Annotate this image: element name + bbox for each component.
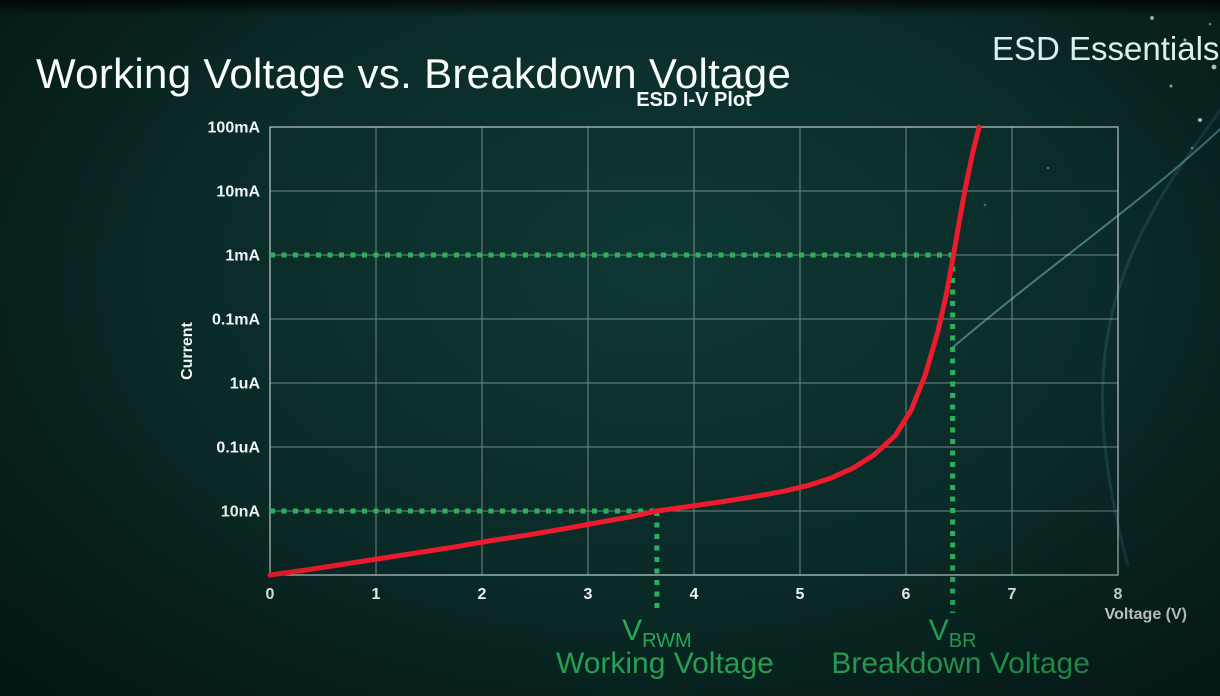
y-tick-labels: 100mA 10mA 1mA 0.1mA 1uA 0.1uA 10nA — [208, 120, 261, 521]
svg-text:6: 6 — [902, 586, 911, 603]
svg-text:0.1mA: 0.1mA — [212, 312, 260, 329]
svg-text:3: 3 — [584, 586, 593, 603]
annotation-caption-vbr: Breakdown Voltage — [831, 647, 1090, 680]
svg-text:1: 1 — [372, 586, 381, 603]
svg-text:100mA: 100mA — [208, 120, 261, 137]
annotation-caption-vrwm: Working Voltage — [556, 647, 774, 680]
iv-plot-svg: 100mA 10mA 1mA 0.1mA 1uA 0.1uA 10nA 0 1 2 3 4 5 6 7 8 VR… — [208, 120, 1123, 681]
svg-text:0: 0 — [266, 586, 275, 603]
svg-text:2: 2 — [478, 586, 487, 603]
chart-title: ESD I-V Plot — [636, 89, 752, 111]
svg-text:10mA: 10mA — [216, 184, 260, 201]
annotation-lines-vbr — [270, 252, 956, 613]
plot-border — [269, 126, 1119, 576]
svg-text:7: 7 — [1008, 586, 1017, 603]
x-tick-labels: 0 1 2 3 4 5 6 7 8 — [266, 586, 1123, 603]
annotation-label-vbr: VBR — [929, 614, 977, 652]
svg-text:1uA: 1uA — [230, 376, 261, 393]
esd-iv-chart: ESD I-V Plot Current Voltage (V) 100mA 10… — [179, 85, 1200, 696]
iv-curve — [267, 124, 982, 578]
svg-text:0.1uA: 0.1uA — [216, 440, 260, 457]
page-title: Working Voltage vs. Breakdown Voltage — [36, 50, 792, 98]
svg-text:1mA: 1mA — [225, 248, 260, 265]
light-streak — [1100, 108, 1220, 567]
svg-text:4: 4 — [690, 586, 699, 603]
svg-text:5: 5 — [796, 586, 805, 603]
particle-dots — [983, 16, 1217, 207]
x-axis-label: Voltage (V) — [1104, 606, 1187, 623]
svg-text:10nA: 10nA — [221, 504, 261, 521]
brand-wordmark: ESD Essentials — [992, 30, 1220, 67]
annotation-label-vrwm: VRWM — [622, 614, 692, 652]
svg-text:8: 8 — [1114, 586, 1123, 603]
light-streak — [951, 127, 1220, 349]
annotation-lines-vrwm — [270, 508, 660, 613]
